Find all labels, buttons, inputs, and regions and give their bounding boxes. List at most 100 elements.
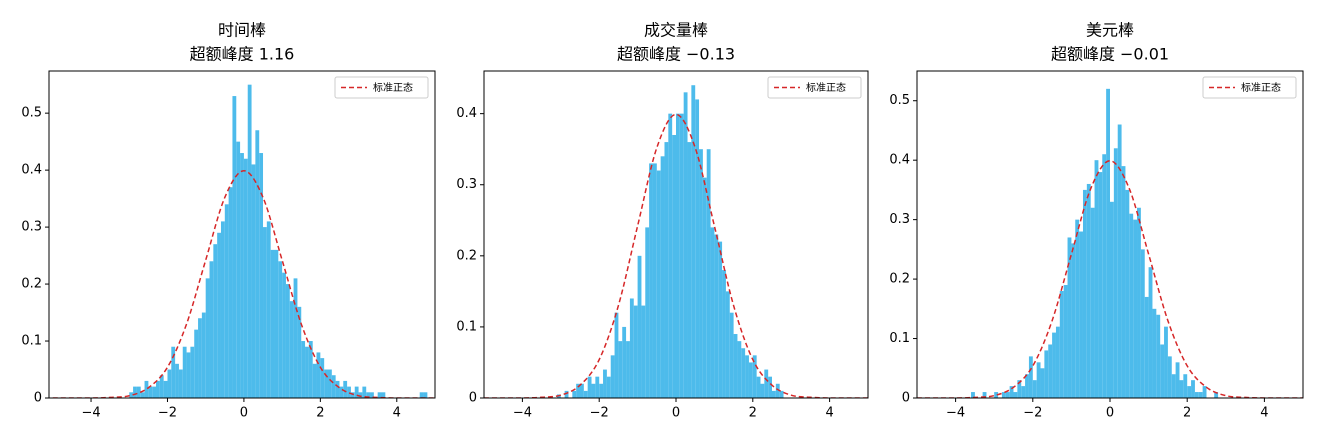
- bar: [419, 392, 424, 398]
- legend-label: 标准正态: [806, 81, 846, 94]
- bar: [614, 312, 619, 398]
- bar: [278, 261, 283, 398]
- bar: [201, 312, 206, 398]
- bar: [370, 392, 374, 398]
- bar: [1125, 189, 1130, 398]
- bar: [1075, 219, 1080, 398]
- bar: [209, 261, 214, 398]
- bar: [1090, 207, 1095, 398]
- bar: [652, 163, 657, 398]
- bar: [702, 177, 707, 398]
- bar: [591, 383, 596, 398]
- bar: [293, 278, 298, 398]
- bar: [768, 376, 772, 398]
- y-tick-label: 0.4: [889, 153, 910, 168]
- bar: [236, 141, 241, 398]
- plot: [917, 88, 1303, 398]
- bar: [133, 386, 137, 398]
- bar: [1171, 374, 1176, 398]
- y-tick-label: 0: [469, 391, 477, 406]
- bar: [1044, 350, 1049, 398]
- bar: [159, 375, 164, 398]
- bar: [1009, 386, 1014, 398]
- bar: [213, 244, 218, 398]
- bar: [587, 376, 592, 398]
- x-tick-label: 0: [1106, 406, 1114, 421]
- legend-label: 标准正态: [373, 81, 413, 94]
- bar: [626, 341, 630, 398]
- bar: [1164, 326, 1168, 398]
- bar: [423, 392, 428, 398]
- y-tick-label: 0: [902, 391, 910, 406]
- x-tick-label: −2: [1023, 406, 1042, 421]
- bar: [350, 392, 355, 398]
- bar: [259, 153, 264, 398]
- bar: [733, 334, 738, 398]
- bar: [729, 312, 734, 398]
- bar: [1063, 285, 1068, 398]
- bar: [649, 163, 653, 398]
- chart-subtitle: 超额峰度 1.16: [190, 45, 295, 64]
- bar: [1167, 356, 1172, 398]
- bar: [1052, 332, 1056, 398]
- x-tick-label: −2: [158, 406, 177, 421]
- legend-box: [334, 76, 429, 99]
- bar: [737, 341, 742, 398]
- x-tick-label: −2: [590, 406, 609, 421]
- y-tick-label: 0.4: [456, 106, 477, 121]
- bar: [745, 355, 749, 398]
- bar: [1098, 172, 1103, 398]
- plot: [484, 85, 868, 398]
- x-tick-label: −4: [946, 406, 965, 421]
- bar: [1102, 154, 1107, 398]
- bar: [282, 272, 286, 398]
- bar: [971, 392, 975, 398]
- bar: [641, 305, 646, 398]
- chart-title: 成交量棒: [644, 21, 708, 40]
- bar: [152, 386, 157, 398]
- bar: [1110, 201, 1114, 398]
- bar: [327, 369, 332, 398]
- bar: [1121, 166, 1126, 398]
- x-tick-label: 0: [672, 406, 680, 421]
- bar: [699, 149, 703, 398]
- bar: [1017, 380, 1022, 398]
- bar: [198, 318, 202, 398]
- y-tick-label: 0.1: [456, 319, 477, 334]
- bar: [1198, 392, 1203, 398]
- axes-frame: [48, 70, 436, 399]
- bar: [335, 380, 340, 398]
- y-tick-label: 0.3: [889, 212, 910, 227]
- x-tick-label: 2: [316, 406, 324, 421]
- bar: [599, 383, 604, 398]
- bar: [775, 383, 780, 398]
- x-tick-label: 4: [393, 406, 401, 421]
- bar: [1194, 392, 1199, 398]
- bar: [308, 341, 313, 398]
- bar: [205, 278, 210, 398]
- bar: [1055, 326, 1060, 398]
- bar: [243, 158, 248, 398]
- bar: [637, 255, 642, 398]
- bar: [156, 380, 160, 398]
- bar: [764, 369, 769, 398]
- bar: [144, 380, 149, 398]
- bar: [1079, 231, 1083, 398]
- bar: [377, 392, 382, 398]
- bar: [668, 113, 673, 398]
- bar: [148, 386, 153, 398]
- bar: [756, 376, 761, 398]
- bar: [1106, 88, 1110, 398]
- bar: [381, 392, 386, 398]
- bar: [772, 390, 776, 398]
- chart-subtitle: 超额峰度 −0.13: [617, 45, 735, 64]
- bar: [1036, 362, 1041, 398]
- bar: [1028, 356, 1033, 398]
- bar: [1094, 160, 1099, 398]
- bar: [679, 113, 684, 398]
- y-tick-label: 0.3: [456, 177, 477, 192]
- bar: [247, 84, 252, 398]
- bar: [1086, 183, 1091, 398]
- bar: [748, 362, 753, 398]
- bar: [572, 390, 577, 398]
